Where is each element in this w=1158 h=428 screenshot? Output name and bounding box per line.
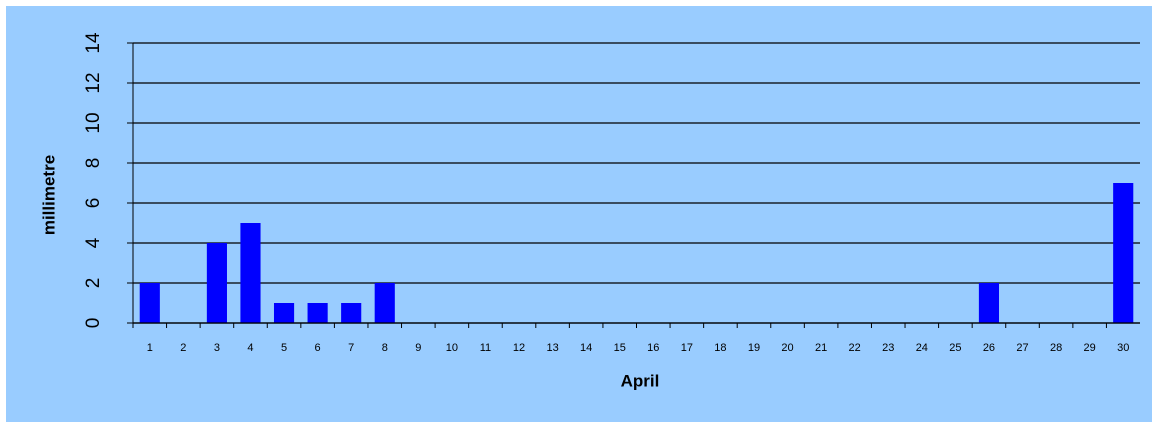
y-tick-label: 4	[83, 237, 104, 248]
x-tick-label: 17	[681, 342, 693, 354]
bar	[341, 303, 362, 323]
y-axis-label: millimetre	[39, 155, 58, 235]
x-tick-label: 22	[849, 342, 861, 354]
y-tick-label: 12	[83, 72, 104, 93]
x-tick-label: 1	[147, 342, 153, 354]
x-tick-label: 23	[882, 342, 894, 354]
x-tick-label: 9	[415, 342, 421, 354]
bar	[1113, 183, 1134, 323]
x-tick-label: 4	[247, 342, 253, 354]
y-tick-label: 2	[83, 278, 104, 289]
bar	[374, 283, 395, 323]
x-tick-label: 25	[949, 342, 961, 354]
x-tick-label: 24	[916, 342, 928, 354]
x-tick-label: 28	[1050, 342, 1062, 354]
x-tick-label: 12	[513, 342, 525, 354]
y-tick-label: 6	[83, 198, 104, 209]
x-tick-label: 3	[214, 342, 220, 354]
x-tick-label: 19	[748, 342, 760, 354]
x-tick-label: 18	[714, 342, 726, 354]
x-tick-label: 10	[446, 342, 458, 354]
y-tick-label: 14	[83, 32, 104, 54]
x-tick-label: 11	[480, 342, 491, 354]
x-tick-label: 7	[348, 342, 354, 354]
x-tick-label: 15	[614, 342, 626, 354]
x-tick-label: 6	[315, 342, 321, 354]
bar	[206, 243, 227, 323]
x-tick-label: 5	[281, 342, 287, 354]
y-tick-label: 10	[83, 112, 104, 133]
bar	[273, 303, 295, 323]
x-tick-label: 16	[647, 342, 659, 354]
x-tick-label: 8	[382, 342, 388, 354]
x-tick-label: 2	[180, 342, 186, 354]
chart-background	[6, 6, 1152, 422]
x-tick-label: 14	[580, 342, 592, 354]
x-tick-label: 13	[546, 342, 558, 354]
bar	[307, 303, 328, 323]
x-tick-label: 20	[781, 342, 793, 354]
y-tick-label: 0	[83, 318, 104, 329]
bar	[978, 283, 1000, 323]
bar	[240, 223, 261, 323]
x-tick-label: 26	[983, 342, 995, 354]
x-tick-label: 27	[1016, 342, 1028, 354]
x-tick-label: 30	[1117, 342, 1129, 354]
y-tick-label: 8	[83, 158, 104, 169]
x-tick-label: 21	[815, 342, 827, 354]
x-axis-label: April	[621, 371, 660, 390]
bar	[139, 283, 160, 323]
x-tick-label: 29	[1084, 342, 1096, 354]
